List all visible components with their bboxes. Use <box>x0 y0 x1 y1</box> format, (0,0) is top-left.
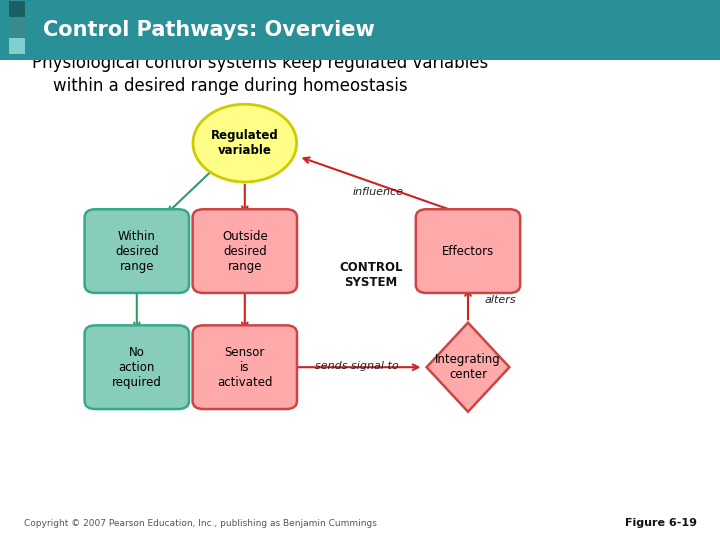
Text: Integrating
center: Integrating center <box>435 353 501 381</box>
Polygon shape <box>426 322 510 411</box>
Bar <box>9 19 25 36</box>
Text: Effectors: Effectors <box>442 245 494 258</box>
Bar <box>9 1 25 17</box>
Text: sends signal to: sends signal to <box>315 361 398 370</box>
FancyBboxPatch shape <box>85 209 189 293</box>
FancyBboxPatch shape <box>416 209 521 293</box>
Text: within a desired range during homeostasis: within a desired range during homeostasi… <box>32 77 408 94</box>
Text: alters: alters <box>485 295 516 305</box>
Circle shape <box>193 104 297 182</box>
FancyBboxPatch shape <box>193 209 297 293</box>
Text: influence: influence <box>353 187 403 197</box>
FancyBboxPatch shape <box>193 325 297 409</box>
Text: Sensor
is
activated: Sensor is activated <box>217 346 273 389</box>
Text: Control Pathways: Overview: Control Pathways: Overview <box>43 20 375 40</box>
Bar <box>0 0 720 60</box>
Bar <box>9 38 25 54</box>
Text: Figure 6-19: Figure 6-19 <box>625 518 697 528</box>
Text: Outside
desired
range: Outside desired range <box>222 230 268 273</box>
Text: No
action
required: No action required <box>112 346 162 389</box>
Text: CONTROL
SYSTEM: CONTROL SYSTEM <box>339 261 402 289</box>
Text: Copyright © 2007 Pearson Education, Inc., publishing as Benjamin Cummings: Copyright © 2007 Pearson Education, Inc.… <box>24 519 377 528</box>
FancyBboxPatch shape <box>85 325 189 409</box>
Text: Physiological control systems keep regulated variables: Physiological control systems keep regul… <box>32 54 489 72</box>
Text: Regulated
variable: Regulated variable <box>211 129 279 157</box>
Text: Within
desired
range: Within desired range <box>115 230 158 273</box>
